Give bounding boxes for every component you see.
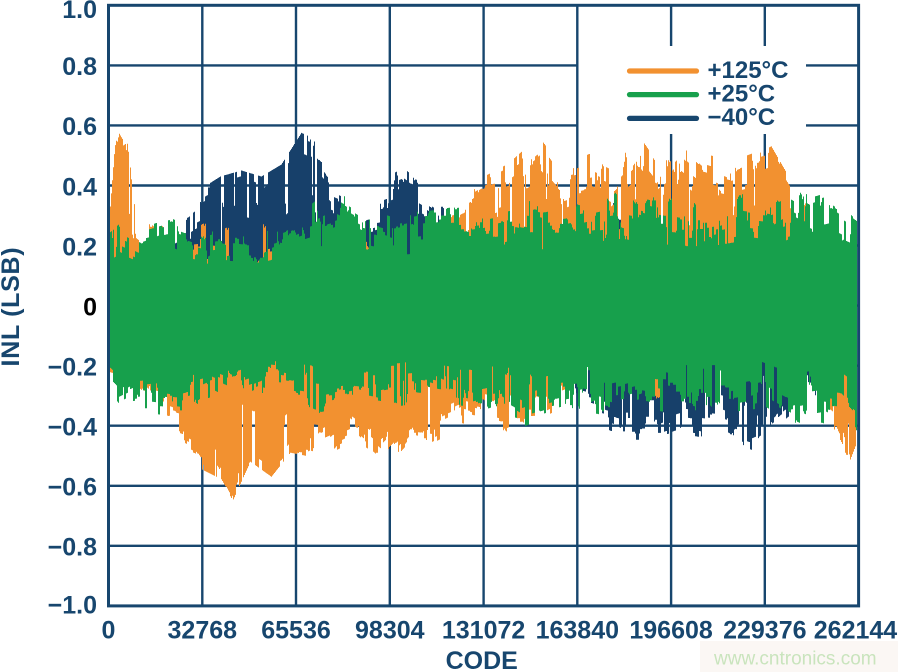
svg-text:−1.0: −1.0 bbox=[48, 591, 97, 619]
svg-text:131072: 131072 bbox=[442, 617, 525, 645]
svg-text:1.0: 1.0 bbox=[62, 0, 97, 24]
svg-text:0.4: 0.4 bbox=[62, 173, 97, 201]
svg-text:196608: 196608 bbox=[629, 617, 713, 645]
svg-text:−0.6: −0.6 bbox=[48, 474, 97, 502]
svg-text:−0.4: −0.4 bbox=[48, 414, 97, 442]
svg-text:0: 0 bbox=[83, 293, 97, 321]
svg-text:CODE: CODE bbox=[446, 647, 518, 672]
svg-text:INL (LSB): INL (LSB) bbox=[0, 247, 25, 367]
svg-text:0.8: 0.8 bbox=[62, 53, 97, 81]
svg-text:www.cntronics.com: www.cntronics.com bbox=[713, 649, 877, 670]
svg-text:−40°C: −40°C bbox=[708, 104, 776, 131]
svg-text:0: 0 bbox=[102, 617, 116, 645]
svg-text:0.2: 0.2 bbox=[62, 233, 97, 261]
svg-text:163840: 163840 bbox=[536, 617, 619, 645]
svg-text:229376: 229376 bbox=[723, 617, 806, 645]
svg-text:98304: 98304 bbox=[355, 617, 425, 645]
svg-text:32768: 32768 bbox=[168, 617, 238, 645]
svg-text:+25°C: +25°C bbox=[708, 81, 776, 108]
svg-text:−0.8: −0.8 bbox=[48, 534, 97, 562]
svg-text:0.6: 0.6 bbox=[62, 113, 97, 141]
svg-text:−0.2: −0.2 bbox=[48, 354, 97, 382]
svg-text:262144: 262144 bbox=[814, 617, 898, 645]
svg-text:+125°C: +125°C bbox=[708, 57, 789, 84]
svg-text:65536: 65536 bbox=[261, 617, 331, 645]
